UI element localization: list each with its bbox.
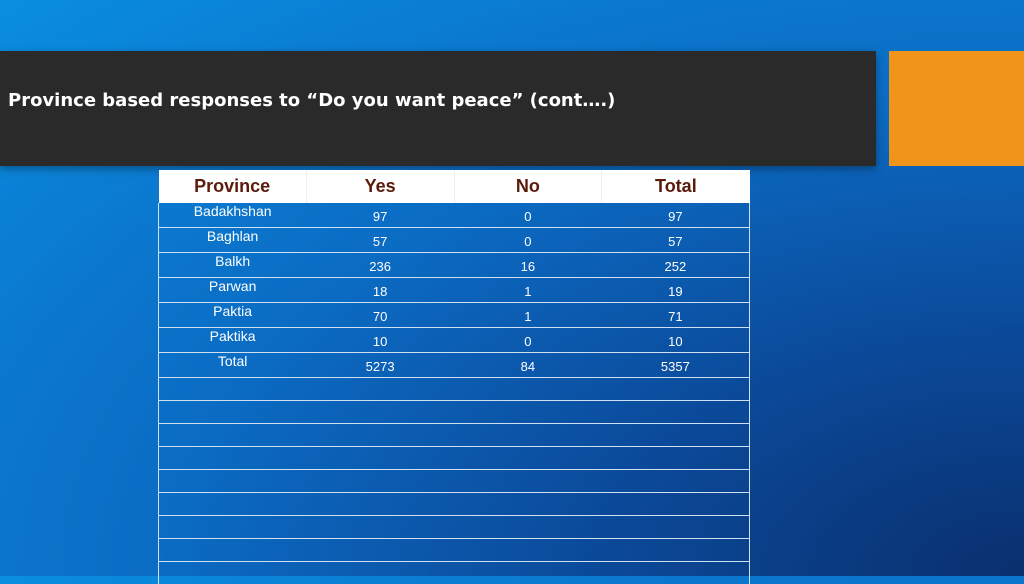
yes-cell: 10 <box>306 328 454 353</box>
empty-cell <box>602 378 750 401</box>
empty-cell <box>602 539 750 562</box>
province-cell: Paktia <box>159 303 307 328</box>
empty-cell <box>159 516 307 539</box>
slide-title: Province based responses to “Do you want… <box>8 90 615 111</box>
empty-table-row <box>159 516 750 539</box>
yes-cell: 18 <box>306 278 454 303</box>
province-cell: Parwan <box>159 278 307 303</box>
empty-cell <box>159 424 307 447</box>
empty-cell <box>454 401 602 424</box>
empty-cell <box>159 562 307 584</box>
empty-cell <box>602 470 750 493</box>
empty-cell <box>602 424 750 447</box>
total-cell: 97 <box>602 203 750 228</box>
empty-cell <box>159 447 307 470</box>
empty-cell <box>159 493 307 516</box>
yes-cell: 236 <box>306 253 454 278</box>
yes-cell: 97 <box>306 203 454 228</box>
header-no: No <box>454 170 602 203</box>
empty-cell <box>454 562 602 584</box>
empty-cell <box>159 378 307 401</box>
empty-table-row <box>159 378 750 401</box>
empty-table-row <box>159 539 750 562</box>
empty-table-row <box>159 401 750 424</box>
no-cell: 1 <box>454 278 602 303</box>
total-cell: 57 <box>602 228 750 253</box>
empty-cell <box>454 516 602 539</box>
empty-table-row <box>159 493 750 516</box>
yes-cell: 57 <box>306 228 454 253</box>
empty-table-row <box>159 470 750 493</box>
province-cell: Total <box>159 353 307 378</box>
empty-cell <box>306 447 454 470</box>
total-cell: 71 <box>602 303 750 328</box>
no-cell: 0 <box>454 328 602 353</box>
province-cell: Balkh <box>159 253 307 278</box>
header-total: Total <box>602 170 750 203</box>
empty-cell <box>454 424 602 447</box>
empty-cell <box>159 401 307 424</box>
empty-cell <box>306 516 454 539</box>
no-cell: 0 <box>454 228 602 253</box>
empty-cell <box>454 470 602 493</box>
empty-cell <box>602 447 750 470</box>
no-cell: 84 <box>454 353 602 378</box>
empty-cell <box>454 493 602 516</box>
no-cell: 0 <box>454 203 602 228</box>
total-cell: 5357 <box>602 353 750 378</box>
total-cell: 19 <box>602 278 750 303</box>
empty-cell <box>306 539 454 562</box>
empty-table-row <box>159 424 750 447</box>
province-cell: Paktika <box>159 328 307 353</box>
header-yes: Yes <box>306 170 454 203</box>
yes-cell: 70 <box>306 303 454 328</box>
empty-cell <box>306 493 454 516</box>
table-header-row: Province Yes No Total <box>159 170 750 203</box>
empty-cell <box>602 493 750 516</box>
empty-cell <box>306 562 454 584</box>
no-cell: 16 <box>454 253 602 278</box>
empty-cell <box>602 516 750 539</box>
empty-cell <box>306 424 454 447</box>
total-cell: 252 <box>602 253 750 278</box>
total-cell: 10 <box>602 328 750 353</box>
empty-cell <box>454 539 602 562</box>
empty-cell <box>306 401 454 424</box>
empty-cell <box>306 470 454 493</box>
empty-cell <box>454 378 602 401</box>
empty-cell <box>454 447 602 470</box>
province-cell: Baghlan <box>159 228 307 253</box>
yes-cell: 5273 <box>306 353 454 378</box>
empty-table-row <box>159 447 750 470</box>
empty-cell <box>159 470 307 493</box>
no-cell: 1 <box>454 303 602 328</box>
empty-cell <box>306 378 454 401</box>
accent-square <box>889 51 1024 166</box>
province-cell: Badakhshan <box>159 203 307 228</box>
empty-cell <box>159 539 307 562</box>
empty-table-row <box>159 562 750 584</box>
empty-cell <box>602 401 750 424</box>
header-province: Province <box>159 170 307 203</box>
empty-cell <box>602 562 750 584</box>
